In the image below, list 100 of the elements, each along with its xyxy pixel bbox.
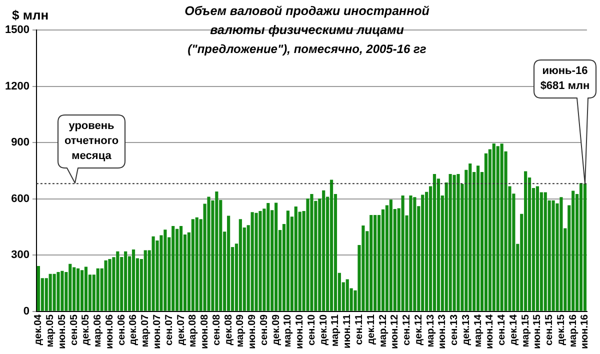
bar <box>44 278 48 311</box>
x-tick-label: июн.07 <box>152 314 164 350</box>
bar <box>84 266 88 311</box>
bar <box>322 190 326 311</box>
bar <box>176 228 179 311</box>
bar <box>116 251 120 311</box>
bar <box>238 219 242 311</box>
bar <box>48 274 52 311</box>
bar <box>560 197 563 311</box>
bar <box>476 166 480 311</box>
x-tick-label: июн.10 <box>294 314 306 350</box>
x-tick-label: июн.15 <box>532 314 544 350</box>
x-tick-label: дек.06 <box>128 314 140 346</box>
bar <box>172 226 175 311</box>
bar <box>294 206 298 311</box>
bar <box>215 192 218 311</box>
x-tick-label: дек.09 <box>270 314 282 346</box>
x-tick-label: сен.05 <box>68 314 80 346</box>
x-tick-label: сен.09 <box>258 314 270 346</box>
x-tick-label: мар.07 <box>140 314 152 348</box>
x-tick-label: июн.13 <box>437 314 448 350</box>
chart-title: Объем валовой продажи иностранной валюты физическими лицами <box>184 3 430 39</box>
x-tick-label: сен.12 <box>402 314 413 346</box>
bar <box>144 250 147 311</box>
x-tick-label: июн.05 <box>56 314 68 350</box>
bar <box>389 200 392 311</box>
bar <box>374 214 377 311</box>
x-tick-label: мар.09 <box>235 314 246 348</box>
y-tick-label: 1200 <box>4 80 30 92</box>
bar <box>164 230 167 311</box>
speech-bubble: уровень отчетного месяца <box>57 114 126 184</box>
bar <box>468 164 472 311</box>
bar <box>496 146 500 311</box>
bar <box>456 174 460 311</box>
bar <box>413 197 416 311</box>
ref-line-label: уровень отчетного месяца <box>63 118 120 164</box>
y-tick-label: 900 <box>11 136 30 149</box>
bar <box>500 144 504 311</box>
x-tick-label: дек.13 <box>460 314 472 346</box>
bar <box>583 184 587 311</box>
x-tick-label: дек.12 <box>413 314 424 346</box>
x-tick-label: мар.05 <box>45 314 56 348</box>
x-tick-label: июн.06 <box>104 314 116 350</box>
x-tick-label: сен.06 <box>116 314 128 346</box>
bar <box>492 143 496 311</box>
bar <box>330 180 334 311</box>
bar <box>60 270 64 311</box>
bar <box>310 194 314 311</box>
bar <box>52 274 56 311</box>
x-tick-label: дек.05 <box>80 314 92 346</box>
x-tick-label: дек.08 <box>223 314 234 346</box>
annotation: июнь-16 $681 млн <box>539 64 591 94</box>
x-tick-label: дек.10 <box>318 314 330 346</box>
bar <box>484 153 488 311</box>
bar <box>552 200 555 311</box>
bar <box>179 226 183 311</box>
bar <box>572 190 575 311</box>
x-tick-label: июн.14 <box>484 314 496 350</box>
x-tick-label: мар.08 <box>188 314 199 348</box>
y-tick-label: 300 <box>11 249 30 262</box>
bar <box>401 195 404 311</box>
x-tick-label: дек.14 <box>508 314 520 346</box>
text: ("предложение"), помесячно, 2005-16 гг <box>186 42 428 56</box>
bar <box>286 210 290 311</box>
x-tick-label: сен.13 <box>449 314 460 346</box>
bar <box>152 236 155 311</box>
x-tick-label: июн.16 <box>580 314 591 350</box>
x-tick-label: июн.12 <box>390 314 401 350</box>
bar <box>452 174 456 311</box>
bar <box>306 198 310 311</box>
x-tick-label: сен.14 <box>496 314 508 346</box>
x-tick-label: мар.12 <box>378 314 389 348</box>
x-tick-label: мар.13 <box>425 314 436 348</box>
bar <box>72 267 76 311</box>
bar <box>96 268 100 311</box>
y-tick-label: 600 <box>11 192 30 205</box>
bar <box>524 171 528 311</box>
x-tick-label: сен.08 <box>211 314 222 346</box>
x-tick-label: июн.09 <box>247 314 258 350</box>
bar <box>36 266 40 311</box>
bar <box>536 186 539 311</box>
x-tick-label: мар.11 <box>330 314 342 347</box>
bar <box>195 217 198 311</box>
x-tick-label: сен.07 <box>164 314 175 346</box>
x-tick-label: дек.11 <box>366 314 377 345</box>
bar <box>108 259 112 311</box>
bar <box>381 209 385 311</box>
y-axis-title: $ млн <box>12 8 49 23</box>
x-tick-label: мар.16 <box>568 314 579 348</box>
bar <box>421 194 424 311</box>
y-tick-label: 1500 <box>4 24 30 36</box>
bar <box>124 251 128 311</box>
speech-bubble: июнь-16 $681 млн <box>532 58 597 185</box>
y-tick-label: 0 <box>23 305 30 318</box>
bar <box>448 174 452 311</box>
x-tick-label: мар.10 <box>282 314 294 348</box>
bar <box>544 192 547 311</box>
bar <box>56 272 60 311</box>
bar <box>227 216 230 311</box>
bar <box>191 219 194 311</box>
